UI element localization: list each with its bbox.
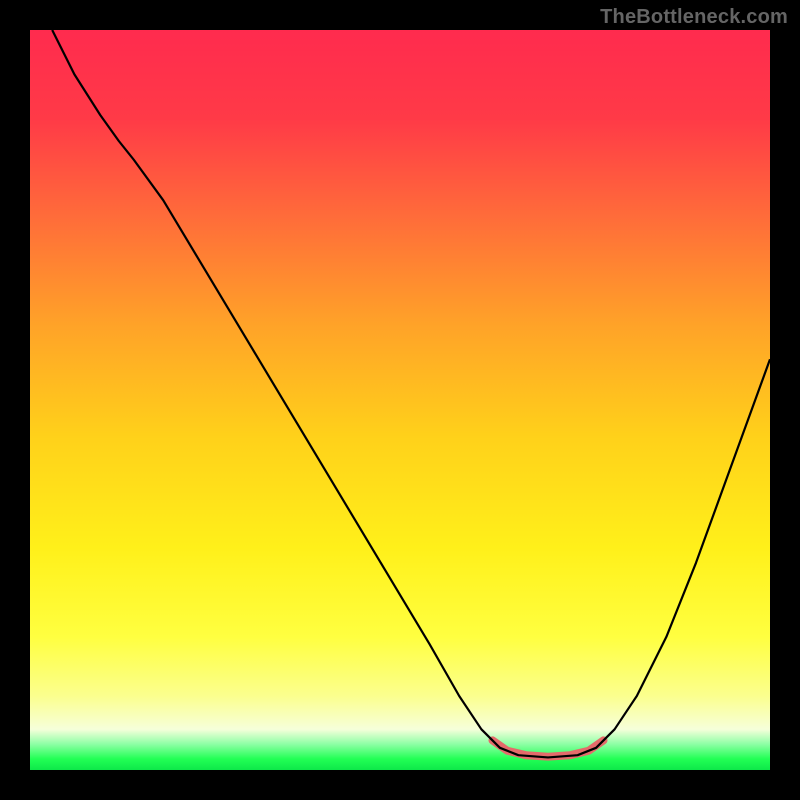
attribution-text: TheBottleneck.com [600, 6, 788, 29]
chart-container: TheBottleneck.com [0, 0, 800, 800]
bottleneck-chart [30, 30, 770, 770]
plot-area [30, 30, 770, 770]
